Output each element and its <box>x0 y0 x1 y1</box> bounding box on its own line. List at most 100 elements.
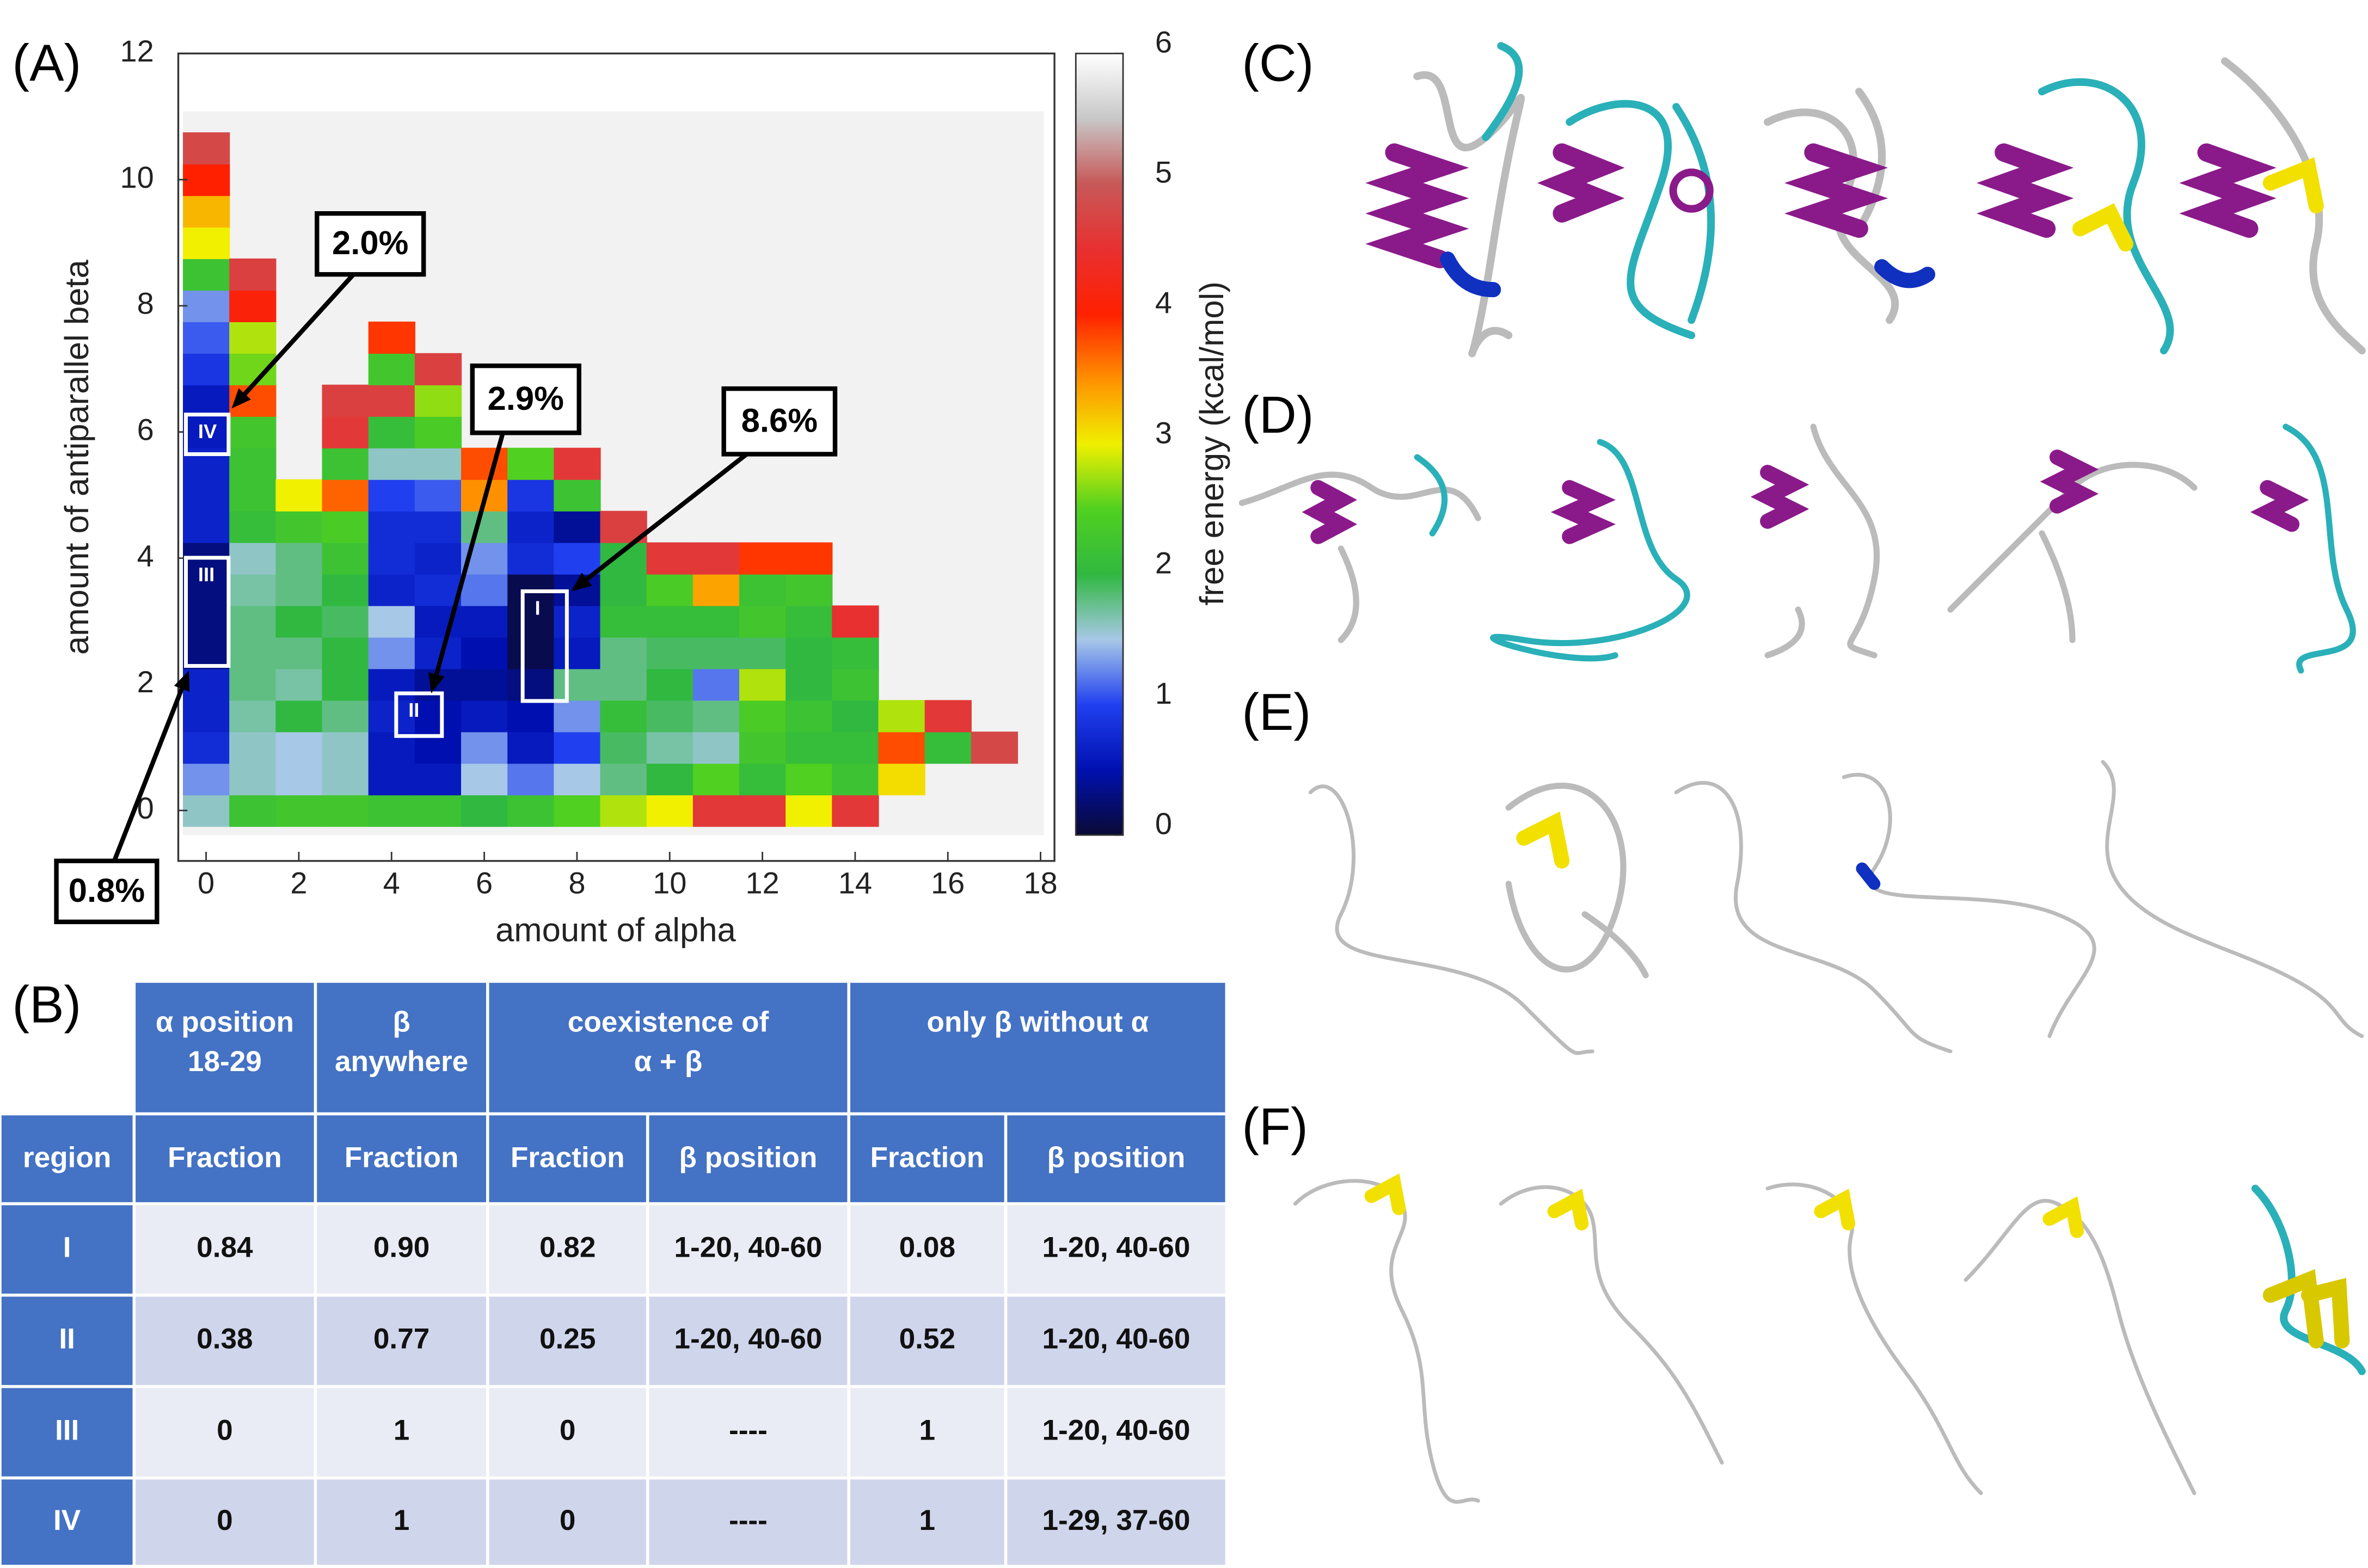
heatmap-cell <box>414 763 462 796</box>
table-cell-text: 1-29, 37-60 <box>1042 1504 1190 1536</box>
panel-label: (E) <box>1242 684 1311 741</box>
heatmap-cell <box>600 668 647 701</box>
table-header: β position <box>1047 1142 1185 1174</box>
structures-e <box>1308 760 2364 1055</box>
region-box <box>184 413 231 456</box>
heatmap-cell <box>322 574 369 606</box>
heatmap-cell <box>229 763 277 796</box>
heatmap-cell <box>692 731 740 764</box>
table-group-header-cell <box>317 982 486 1112</box>
colorbar-label: free energy (kcal/mol) <box>1193 281 1231 605</box>
x-tick-label: 18 <box>1023 865 1057 900</box>
table-cell-text: 1-20, 40-60 <box>674 1323 822 1355</box>
heatmap-cell <box>600 731 647 764</box>
table-cell <box>136 1296 314 1385</box>
callout-arrow <box>432 432 505 682</box>
table-cell <box>317 1296 486 1385</box>
colorbar-tick-label: 4 <box>1155 285 1172 319</box>
table-header: Fraction <box>168 1142 282 1174</box>
heatmap-cell <box>275 605 323 638</box>
table-group-header: α position <box>156 1006 294 1038</box>
heatmap-cell <box>322 605 369 638</box>
heatmap-cell <box>786 763 833 796</box>
heatmap-cell <box>554 731 601 764</box>
heatmap-cell <box>322 700 369 733</box>
table-cell-text: 0 <box>560 1415 576 1447</box>
heatmap-cell <box>739 795 787 827</box>
table-cell <box>489 1479 646 1565</box>
colorbar-tick-label: 6 <box>1155 24 1172 59</box>
heatmap-cell <box>183 479 230 512</box>
heatmap-cell <box>229 574 277 606</box>
table-cell <box>649 1296 848 1385</box>
heatmap-cell <box>692 763 740 796</box>
heatmap-cell <box>183 227 230 260</box>
region-label: I <box>535 597 541 619</box>
table-cell-text: 0.84 <box>197 1232 253 1264</box>
heatmap-cell <box>924 700 972 733</box>
heatmap-cell <box>554 795 601 827</box>
table-cell <box>1007 1296 1225 1385</box>
x-tick-label: 4 <box>383 865 400 900</box>
table-cell <box>317 1479 486 1565</box>
table-cell <box>1 1296 133 1385</box>
table-cell-text: 0.52 <box>899 1323 956 1355</box>
heatmap-cell <box>275 479 323 512</box>
table-cell <box>649 1388 848 1477</box>
y-axis-label: amount of antiparallel beta <box>58 259 96 654</box>
table-cell-text: 0.77 <box>373 1323 430 1355</box>
table-group-header: α + β <box>634 1046 703 1078</box>
table-group-header: only β without α <box>927 1006 1149 1038</box>
table-cell-text: 1 <box>394 1504 410 1536</box>
colorbar-tick-label: 2 <box>1155 546 1172 580</box>
colorbar <box>1075 52 1124 836</box>
table-cell-text: 0.25 <box>539 1323 596 1355</box>
table-header: Fraction <box>511 1142 625 1174</box>
table-cell-text: IV <box>53 1504 81 1536</box>
structures-c <box>1365 42 2366 358</box>
table-cell-text: 0.82 <box>539 1232 596 1264</box>
heatmap-cell <box>368 353 415 385</box>
heatmap-cell <box>878 731 925 764</box>
heatmap-cell <box>414 479 462 512</box>
heatmap-cell <box>878 700 925 733</box>
table-cell <box>649 1479 848 1565</box>
y-tick-label: 8 <box>137 286 154 321</box>
heatmap-cell <box>322 511 369 543</box>
heatmap-cell <box>368 700 415 733</box>
table-cell-text: II <box>59 1323 75 1355</box>
x-tick-label: 8 <box>568 865 585 900</box>
heatmap-cell <box>183 258 230 291</box>
heatmap-cell <box>461 763 508 796</box>
heatmap-cell <box>739 763 787 796</box>
x-tick-label: 12 <box>745 865 779 900</box>
heatmap-cell <box>275 731 323 764</box>
heatmap-cell <box>183 384 230 417</box>
table-header: Fraction <box>345 1142 459 1174</box>
table-group-header-cell <box>136 982 314 1112</box>
table-cell <box>850 1479 1004 1565</box>
table-cell-text: I <box>63 1232 71 1264</box>
heatmap-cell <box>275 668 323 701</box>
table-cell-text: 1-20, 40-60 <box>674 1232 822 1264</box>
panel-label: (C) <box>1242 35 1314 93</box>
heatmap-cell <box>275 637 323 669</box>
table-cell <box>850 1296 1004 1385</box>
heatmap-cell <box>461 700 508 733</box>
heatmap-cell <box>786 605 833 638</box>
table-cell-text: 0.08 <box>899 1232 956 1264</box>
heatmap-cell <box>229 416 277 448</box>
structures <box>1238 42 2366 1504</box>
heatmap-cell <box>692 668 740 701</box>
table-group-header: 18-29 <box>188 1046 262 1078</box>
heatmap-cell <box>554 763 601 796</box>
heatmap-cell <box>786 731 833 764</box>
table-header-cell <box>1 1115 133 1202</box>
heatmap-cell <box>692 637 740 669</box>
heatmap-cell <box>739 542 787 575</box>
heatmap-cell <box>229 542 277 575</box>
table-header: Fraction <box>870 1142 984 1174</box>
callout-arrowhead <box>571 573 592 592</box>
heatmap-cell <box>414 795 462 827</box>
